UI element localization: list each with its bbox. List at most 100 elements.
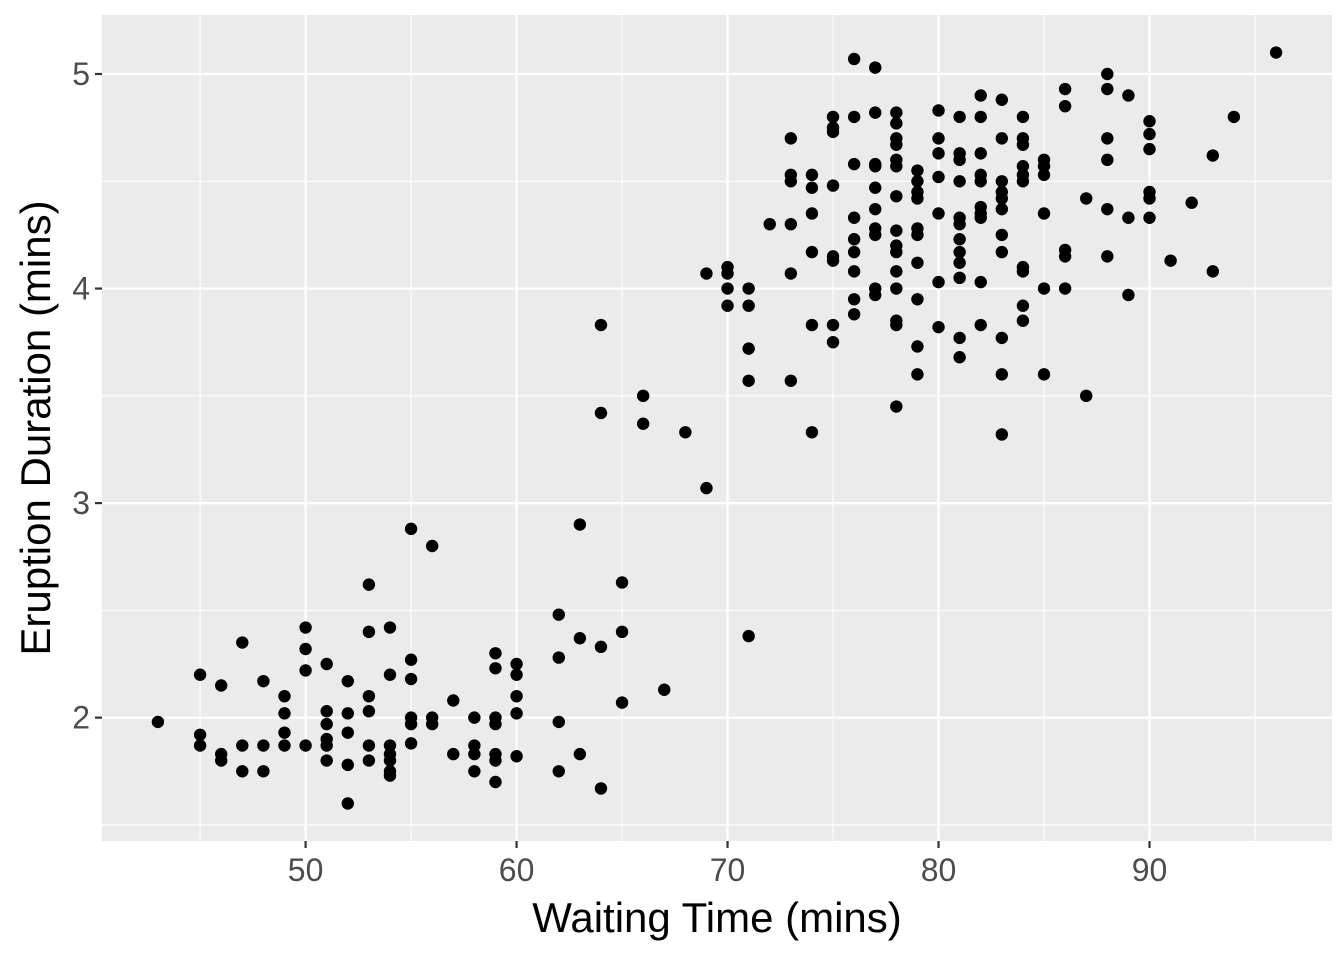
data-point [489,647,502,660]
data-point [932,170,945,184]
data-point [1016,299,1030,312]
data-point [742,282,755,295]
data-point [995,228,1009,242]
data-point [995,93,1009,106]
data-point [362,739,376,752]
data-point [911,340,924,353]
data-point [974,110,987,124]
data-point [320,739,333,752]
data-point [636,417,650,430]
data-point [1016,175,1030,188]
data-point [320,657,333,671]
data-point [700,267,713,280]
data-point [1037,168,1051,182]
data-point [573,747,587,761]
data-point [932,147,945,160]
data-point [236,636,249,649]
data-point [1122,89,1135,102]
data-point [890,400,903,413]
data-point [594,406,608,420]
data-point [1122,288,1135,302]
data-point [869,160,882,173]
data-point [742,299,755,312]
data-point [594,782,608,795]
x-tick-label: 50 [288,852,324,888]
data-point [510,657,523,671]
data-point [404,653,418,666]
data-point [1143,211,1156,224]
data-point [869,106,882,119]
data-point [826,254,840,267]
data-point [468,765,481,778]
data-point [847,157,861,171]
data-point [847,308,861,321]
data-point [890,224,903,237]
data-point [383,769,397,782]
data-point [1037,207,1051,220]
data-point [847,265,861,278]
data-point [784,267,798,280]
data-point [1101,82,1114,96]
data-point [404,522,418,536]
data-point [995,202,1009,216]
data-point [995,192,1009,205]
data-point [890,265,903,278]
data-point [1143,192,1156,205]
data-point [362,754,376,767]
data-point [594,318,608,332]
data-point [953,110,966,124]
data-point [299,621,312,634]
data-point [890,282,903,295]
data-point [362,689,376,703]
data-point [869,288,882,302]
data-point [826,335,840,349]
data-point [953,153,966,167]
data-point [383,668,397,681]
data-point [341,758,354,772]
data-point [953,245,966,259]
data-point [953,175,966,188]
data-point [1185,196,1198,209]
data-point [805,318,819,332]
data-point [1037,282,1051,295]
data-point [1206,149,1219,162]
data-point [615,696,629,709]
axis-ticks: 50 60 70 80 90 2 3 4 5 [72,56,1167,888]
data-point [552,608,565,621]
data-point [510,707,523,720]
data-point [447,694,460,707]
data-point [1058,250,1072,263]
data-point [1016,314,1030,327]
data-point [932,320,945,334]
data-point [995,175,1009,188]
data-point [341,726,354,739]
x-tick-label: 80 [921,852,957,888]
data-point [1101,250,1114,263]
plot-panel [102,15,1332,841]
data-point [847,52,861,66]
data-point [236,765,249,778]
data-point [847,110,861,124]
data-point [1227,110,1241,124]
data-point [911,256,924,269]
data-point [1101,67,1114,81]
data-point [742,374,755,387]
data-point [953,256,966,269]
data-point [615,576,629,589]
data-point [869,61,882,74]
data-point [299,642,312,656]
data-point [805,207,819,220]
data-point [911,192,924,205]
data-point [721,267,734,280]
data-point [890,138,903,151]
y-tick-label: 4 [72,271,90,307]
data-point [1206,265,1219,278]
data-point [742,342,755,355]
data-point [700,481,713,495]
data-point [1080,192,1093,205]
grid-lines [102,15,1332,841]
data-point [468,747,481,761]
data-point [869,181,882,194]
data-point [489,754,502,767]
